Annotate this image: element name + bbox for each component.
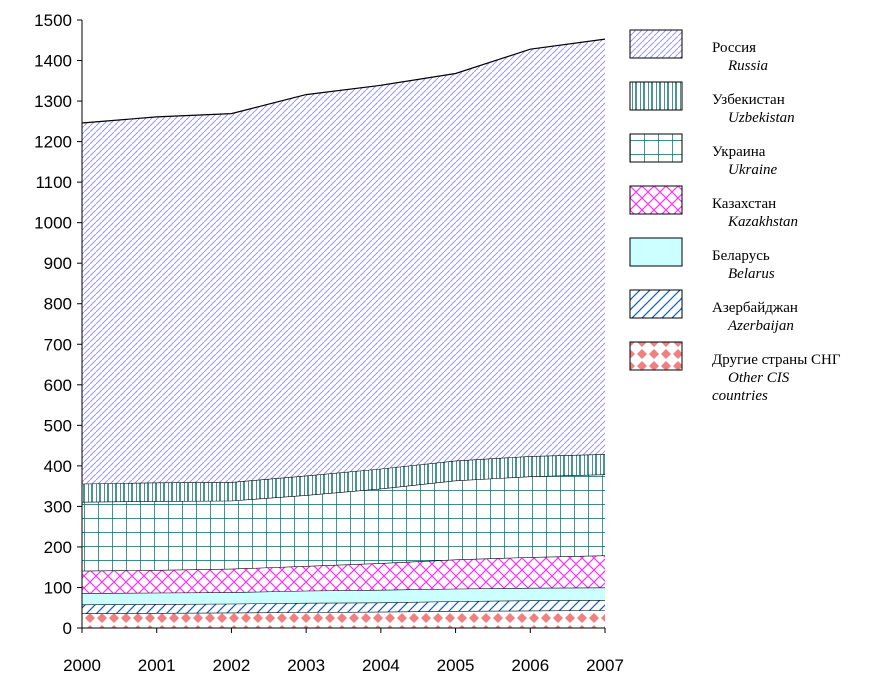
legend-swatch: [629, 185, 683, 215]
x-tick-label: 2007: [586, 656, 624, 675]
y-tick-label: 200: [44, 538, 72, 557]
legend-label: Украина: [712, 144, 766, 160]
legend-label-en-cont: countries: [712, 388, 768, 404]
y-tick-label: 100: [44, 578, 72, 597]
x-tick-label: 2000: [63, 656, 101, 675]
y-tick-label: 400: [44, 457, 72, 476]
x-axis-ticks: 2000 2001 2002 2003 2004 2005 2006 2007: [63, 628, 624, 675]
y-axis-ticks: 0 100 200 300 400 500 600 700 800 900 1000 1100 1200…: [34, 11, 82, 638]
legend-swatch: [629, 237, 683, 267]
y-tick-label: 1400: [34, 52, 72, 71]
y-tick-label: 300: [44, 497, 72, 516]
legend-label-en: Ukraine: [728, 162, 777, 178]
y-tick-label: 600: [44, 376, 72, 395]
legend-swatch: [629, 81, 683, 111]
legend-label: Беларусь: [712, 248, 770, 264]
legend-label-en: Kazakhstan: [727, 214, 798, 230]
area-series-2: [82, 587, 605, 605]
area-series-4: [82, 474, 605, 571]
legend-label-en: Russia: [727, 58, 768, 74]
legend-swatch: [629, 289, 683, 319]
y-tick-label: 800: [44, 295, 72, 314]
legend-label-en: Uzbekistan: [728, 110, 795, 126]
x-tick-label: 2001: [138, 656, 176, 675]
legend-swatch: [629, 29, 683, 59]
legend-label: Азербайджан: [712, 300, 798, 316]
legend-label-en: Belarus: [728, 266, 775, 282]
legend-swatch: [629, 133, 683, 163]
y-tick-label: 500: [44, 416, 72, 435]
y-tick-label: 1500: [34, 11, 72, 30]
area-series-5: [82, 454, 605, 502]
x-tick-label: 2003: [287, 656, 325, 675]
area-series-6-outline: [81, 38, 606, 124]
y-tick-label: 900: [44, 254, 72, 273]
legend-label-en: Azerbaijan: [727, 318, 794, 334]
y-tick-label: 1000: [34, 214, 72, 233]
y-tick-label: 0: [63, 619, 72, 638]
legend: Россия Russia Узбекистан Uzbekistan Украина U…: [629, 29, 841, 404]
legend-label-en: Other CIS: [728, 370, 790, 386]
area-series-6: [82, 39, 605, 484]
x-tick-label: 2002: [213, 656, 251, 675]
legend-label: Узбекистан: [712, 92, 785, 108]
area-series-1: [82, 600, 605, 614]
x-tick-label: 2006: [511, 656, 549, 675]
axes: [81, 20, 605, 629]
y-tick-label: 1200: [34, 133, 72, 152]
legend-label: Казахстан: [712, 196, 776, 212]
y-tick-label: 700: [44, 335, 72, 354]
area-series-3: [82, 555, 605, 594]
legend-swatch: [629, 341, 683, 371]
x-tick-label: 2004: [362, 656, 400, 675]
y-tick-label: 1100: [35, 173, 72, 192]
x-tick-label: 2005: [437, 656, 475, 675]
legend-label: Другие страны СНГ: [712, 352, 841, 368]
area-layers: [81, 38, 606, 628]
legend-label: Россия: [712, 40, 756, 56]
y-tick-label: 1300: [34, 92, 72, 111]
area-series-0: [82, 610, 605, 628]
